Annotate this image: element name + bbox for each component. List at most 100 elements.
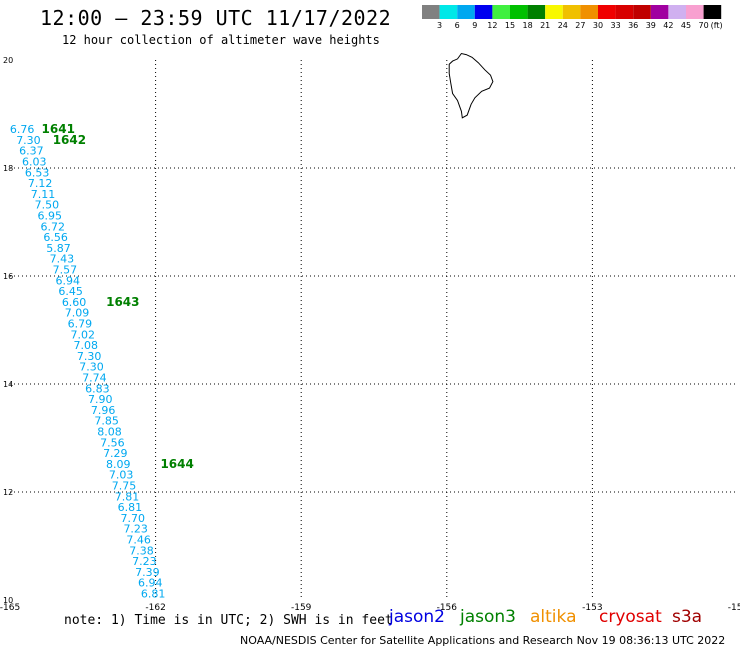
y-tick-label: 18 xyxy=(3,164,13,173)
swh-point-label: 6.60 xyxy=(62,296,87,309)
satellite-legend-cryosat: cryosat xyxy=(599,607,662,627)
x-tick-label: -162 xyxy=(145,603,165,613)
legend-scale-label: 3 xyxy=(437,21,442,30)
y-tick-label: 16 xyxy=(3,272,13,281)
swh-point-label: 7.90 xyxy=(88,393,113,406)
swh-point-label: 6.56 xyxy=(43,231,68,244)
swh-point-label: 6.94 xyxy=(138,577,163,590)
legend-scale-label: 39 xyxy=(646,21,656,30)
swh-point-label: 7.43 xyxy=(50,253,75,266)
legend-color-box xyxy=(457,5,475,19)
legend-color-box xyxy=(668,5,686,19)
swh-point-label: 6.81 xyxy=(118,501,143,514)
swh-point-label: 7.23 xyxy=(132,555,157,568)
swh-point-label: 7.38 xyxy=(129,544,154,557)
legend-color-box xyxy=(650,5,669,19)
swh-point-label: 6.83 xyxy=(85,382,110,395)
island-coastline xyxy=(448,52,494,119)
satellite-legend-jason3: jason3 xyxy=(460,607,516,627)
satellite-legend-jason2: jason2 xyxy=(389,607,445,627)
legend-color-box xyxy=(474,5,493,19)
footer-note: note: 1) Time is in UTC; 2) SWH is in fe… xyxy=(64,613,393,628)
legend-color-box xyxy=(703,5,722,19)
swh-point-label: 7.03 xyxy=(109,469,134,482)
swh-point-label: 5.87 xyxy=(46,242,71,255)
legend-color-box xyxy=(510,5,528,19)
swh-point-label: 7.30 xyxy=(77,350,102,363)
swh-point-label: 7.74 xyxy=(82,372,107,385)
legend-scale-label: 70 xyxy=(699,21,709,30)
swh-point-label: 6.76 xyxy=(10,123,35,136)
x-tick-label: -156 xyxy=(437,603,458,613)
y-tick-label: 14 xyxy=(3,380,13,389)
legend-color-box xyxy=(422,5,440,19)
legend-scale-label: 27 xyxy=(575,21,585,30)
legend-color-box xyxy=(633,5,651,19)
swh-point-label: 8.08 xyxy=(97,426,122,439)
satellite-legend-s3a: s3a xyxy=(672,607,703,627)
time-label: 1642 xyxy=(53,133,86,147)
footer-credit: NOAA/NESDIS Center for Satellite Applica… xyxy=(240,634,726,647)
swh-point-label: 7.08 xyxy=(73,339,98,352)
swh-point-label: 7.30 xyxy=(16,134,41,147)
swh-point-label: 6.45 xyxy=(58,285,83,298)
swh-point-label: 7.75 xyxy=(112,480,137,493)
legend-scale-label: 6 xyxy=(455,21,460,30)
swh-point-label: 6.81 xyxy=(141,588,166,601)
swh-point-label: 7.09 xyxy=(65,307,90,320)
grid-layer xyxy=(10,60,738,600)
swh-point-label: 7.46 xyxy=(126,534,151,547)
swh-point-label: 7.96 xyxy=(91,404,116,417)
swh-point-label: 6.37 xyxy=(19,145,44,158)
swh-point-label: 6.94 xyxy=(56,274,81,287)
x-tick-label: -153 xyxy=(582,603,602,613)
legend-scale-label: 12 xyxy=(487,21,497,30)
y-tick-label: 20 xyxy=(3,56,13,65)
legend-color-box xyxy=(527,5,546,19)
swh-point-label: 7.57 xyxy=(53,264,78,277)
swh-points-layer: 6.767.306.376.036.537.127.117.506.956.72… xyxy=(10,123,166,600)
legend-unit-label: (ft) xyxy=(711,21,723,30)
time-label: 1641 xyxy=(42,122,75,136)
swh-point-label: 6.79 xyxy=(68,318,93,331)
swh-point-label: 7.23 xyxy=(123,523,148,536)
legend-color-scale: 3 6 9 12 15 18 21 24 27 30 33 36 39 42 45 70 (ft) xyxy=(422,5,723,30)
page-title: 12:00 – 23:59 UTC 11/17/2022 xyxy=(40,6,392,30)
swh-point-label: 7.02 xyxy=(71,328,96,341)
legend-color-box xyxy=(580,5,598,19)
y-tick-label: 10 xyxy=(3,596,13,605)
legend-color-box xyxy=(686,5,704,19)
swh-point-label: 6.53 xyxy=(25,166,50,179)
x-tick-label: -150 xyxy=(728,603,740,613)
axis-tick-labels: -165 -162 -159 -156 -153 -150 10 12 14 16 18 20 xyxy=(0,56,740,613)
y-tick-label: 12 xyxy=(3,488,13,497)
swh-point-label: 8.09 xyxy=(106,458,131,471)
swh-point-label: 7.12 xyxy=(28,177,53,190)
legend-scale-label: 42 xyxy=(663,21,673,30)
time-label: 1643 xyxy=(106,295,139,309)
swh-point-label: 7.39 xyxy=(135,566,160,579)
swh-point-label: 7.11 xyxy=(31,188,56,201)
legend-color-box xyxy=(492,5,510,19)
legend-scale-label: 33 xyxy=(611,21,621,30)
swh-point-label: 7.85 xyxy=(94,415,119,428)
legend-scale-label: 30 xyxy=(593,21,603,30)
x-tick-label: -159 xyxy=(291,603,312,613)
legend-color-box xyxy=(615,5,634,19)
swh-point-label: 7.56 xyxy=(100,436,125,449)
legend-color-box xyxy=(562,5,581,19)
legend-scale-label: 18 xyxy=(523,21,533,30)
legend-color-box xyxy=(439,5,458,19)
legend-color-box xyxy=(545,5,563,19)
swh-point-label: 6.03 xyxy=(22,156,47,169)
legend-scale-label: 24 xyxy=(558,21,568,30)
legend-scale-label: 45 xyxy=(681,21,691,30)
legend-scale-label: 36 xyxy=(628,21,638,30)
swh-point-label: 7.50 xyxy=(35,199,60,212)
swh-point-label: 7.70 xyxy=(121,512,146,525)
swh-point-label: 7.29 xyxy=(103,447,128,460)
legend-scale-label: 15 xyxy=(505,21,515,30)
legend-color-box xyxy=(598,5,616,19)
satellite-legend-altika: altika xyxy=(530,607,577,627)
